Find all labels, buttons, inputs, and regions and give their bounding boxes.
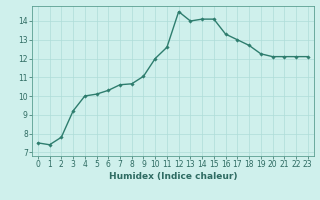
X-axis label: Humidex (Indice chaleur): Humidex (Indice chaleur) [108, 172, 237, 181]
